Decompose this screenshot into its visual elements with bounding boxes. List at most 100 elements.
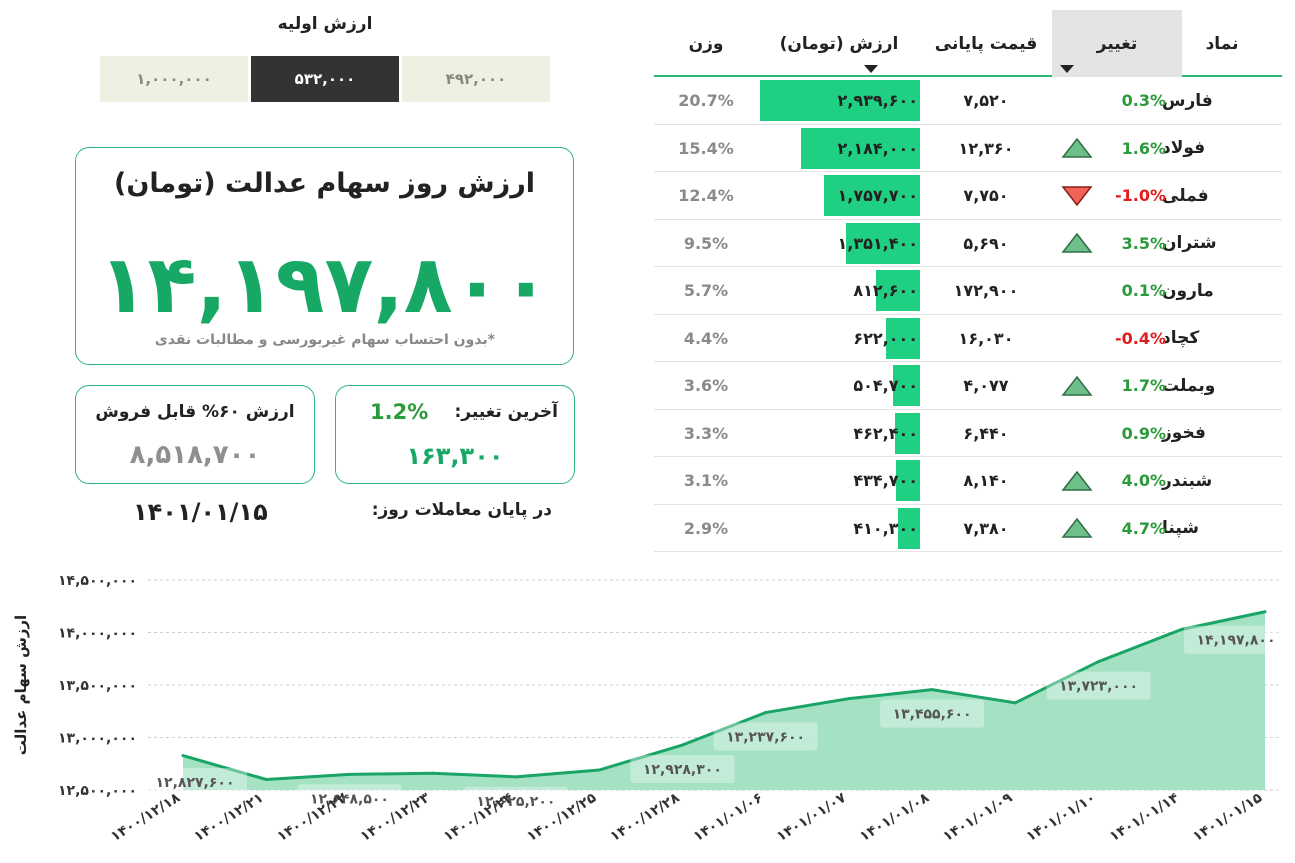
cell-price: ۷,۷۵۰ [963,186,1009,205]
cell-value-text: ۵۰۴,۷۰۰ [853,376,918,395]
cell-value: ۱,۷۵۷,۷۰۰ [758,172,920,219]
current-value-title: ارزش روز سهام عدالت (تومان) [113,168,536,199]
cell-value-text: ۸۱۲,۶۰۰ [853,281,918,300]
table-body: فارس 0.3% ۷,۵۲۰ ۲,۹۳۹,۶۰۰ 20.7% فولاد 1.6% ۱۲,۳… [654,77,1282,552]
header-symbol[interactable]: نماد [1205,33,1239,54]
data-point [847,697,851,701]
value-bar [893,365,920,406]
cell-change: -1.0% [1114,186,1166,205]
header-price[interactable]: قیمت پایانی [934,33,1038,54]
data-label: ۱۳,۴۵۵,۶۰۰ [893,707,972,723]
value-bar [801,127,920,169]
area-fill [183,611,1265,790]
cell-symbol: وبملت [1162,375,1216,396]
cell-weight: 2.9% [683,518,729,538]
cell-value: ۴۶۲,۴۰۰ [758,410,920,457]
y-tick-label: ۱۳,۵۰۰,۰۰۰ [58,678,137,694]
initial-value-title: ارزش اولیه [277,14,373,34]
cell-value: ۲,۱۸۴,۰۰۰ [758,125,920,172]
table-row[interactable]: مارون 0.1% ۱۷۲,۹۰۰ ۸۱۲,۶۰۰ 5.7% [654,267,1282,315]
x-tick-label: ۱۴۰۰/۱۲/۲۸ [607,790,683,845]
cell-weight: 15.4% [678,138,734,158]
table-row[interactable]: فملی -1.0% ۷,۷۵۰ ۱,۷۵۷,۷۰۰ 12.4% [654,172,1282,220]
header-value[interactable]: ارزش (تومان) [758,10,920,77]
cell-value: ۴۳۴,۷۰۰ [758,457,920,504]
cell-value: ۵۰۴,۷۰۰ [758,362,920,409]
initial-option-532000[interactable]: ۵۳۲,۰۰۰ [251,56,399,102]
header-value-label: ارزش (تومان) [779,33,899,54]
cell-price: ۱۲,۳۶۰ [958,138,1014,158]
x-tick-label: ۱۴۰۱/۰۱/۰۸ [857,790,933,845]
value-history-chart: ۱۲,۵۰۰,۰۰۰ ۱۳,۰۰۰,۰۰۰ ۱۳,۵۰۰,۰۰۰ ۱۴,۰۰۰,۰۰۰… [12,573,1288,845]
table-row[interactable]: فولاد 1.6% ۱۲,۳۶۰ ۲,۱۸۴,۰۰۰ 15.4% [654,125,1282,172]
y-tick-label: ۱۲,۵۰۰,۰۰۰ [58,783,137,799]
header-change[interactable]: تغییر [1052,10,1182,77]
cell-price: ۱۷۲,۹۰۰ [953,281,1019,300]
cell-change: 4.0% [1121,471,1166,490]
cell-value-text: ۴۶۲,۴۰۰ [853,423,918,443]
data-point [930,688,934,692]
table-row[interactable]: شبندر 4.0% ۸,۱۴۰ ۴۳۴,۷۰۰ 3.1% [654,457,1282,505]
table-row[interactable]: فارس 0.3% ۷,۵۲۰ ۲,۹۳۹,۶۰۰ 20.7% [654,77,1282,125]
header-weight[interactable]: وزن [688,33,724,54]
cell-change: 0.1% [1121,281,1166,300]
cell-symbol: فولاد [1162,138,1206,158]
cell-value-text: ۴۳۴,۷۰۰ [853,471,918,490]
trading-date: ۱۴۰۱/۰۱/۱۵ [133,498,268,526]
data-point [1097,660,1101,664]
last-change-value: ۱۶۳,۳۰۰ [406,442,504,470]
up-triangle-icon [1059,457,1095,504]
data-point [431,771,435,775]
x-tick-label: ۱۴۰۱/۰۱/۱۵ [1190,790,1266,845]
x-tick-label: ۱۴۰۱/۰۱/۰۶ [691,790,766,845]
last-change-percent: 1.2% [370,400,429,424]
sellable-value-number: ۸,۵۱۸,۷۰۰ [129,440,261,470]
data-label-bg [1046,671,1151,700]
table-row[interactable]: شتران 3.5% ۵,۶۹۰ ۱,۳۵۱,۴۰۰ 9.5% [654,220,1282,267]
cell-price: ۵,۶۹۰ [963,233,1009,253]
cell-value: ۴۱۰,۳۰۰ [758,505,920,552]
cell-weight: 5.7% [683,281,729,300]
down-triangle-icon [1059,172,1095,219]
header-change-label: تغییر [1096,33,1138,54]
x-tick-label: ۱۴۰۱/۰۱/۱۰ [1024,790,1099,845]
table-row[interactable]: کچاد -0.4% ۱۶,۰۳۰ ۶۲۲,۰۰۰ 4.4% [654,315,1282,362]
data-label: ۱۳,۲۳۷,۶۰۰ [726,730,805,746]
data-label: ۱۲,۶۴۸,۵۰۰ [310,791,389,807]
data-label: ۱۲,۹۲۸,۳۰۰ [643,762,722,778]
stocks-table: نماد تغییر قیمت پایانی ارزش (تومان) وزن … [654,10,1282,552]
cell-change: 0.9% [1121,423,1166,443]
up-triangle-icon [1059,220,1095,267]
y-tick-label: ۱۳,۰۰۰,۰۰۰ [58,731,137,747]
up-triangle-icon [1059,125,1095,172]
cell-price: ۴,۰۷۷ [963,376,1009,395]
data-point [1180,627,1184,631]
data-point [264,778,268,781]
data-point [597,768,601,772]
cell-change: 1.7% [1121,376,1166,395]
table-row[interactable]: وبملت 1.7% ۴,۰۷۷ ۵۰۴,۷۰۰ 3.6% [654,362,1282,410]
cell-value-text: ۴۱۰,۳۰۰ [853,518,918,538]
cell-symbol: مارون [1162,280,1214,301]
table-row[interactable]: فخوز 0.9% ۶,۴۴۰ ۴۶۲,۴۰۰ 3.3% [654,410,1282,457]
data-label-bg [630,755,735,784]
data-point [1013,701,1017,705]
cell-symbol: فخوز [1162,423,1206,443]
data-point [181,754,185,758]
cell-value: ۶۲۲,۰۰۰ [758,315,920,362]
data-label-bg [143,768,247,796]
cell-value: ۱,۳۵۱,۴۰۰ [758,220,920,267]
initial-option-492000[interactable]: ۴۹۲,۰۰۰ [402,56,550,102]
cell-symbol: شپنا [1162,518,1199,538]
data-point [1263,610,1267,614]
table-row[interactable]: شپنا 4.7% ۷,۳۸۰ ۴۱۰,۳۰۰ 2.9% [654,505,1282,552]
last-change-card: آخرین تغییر: 1.2% ۱۶۳,۳۰۰ [335,385,575,484]
cell-change: -0.4% [1114,328,1166,348]
cell-symbol: کچاد [1162,328,1200,348]
table-header: نماد تغییر قیمت پایانی ارزش (تومان) وزن [654,10,1282,77]
y-axis-title: ارزش سهام عدالت [12,615,30,755]
sellable-value-label: ارزش ۶۰% قابل فروش [95,402,295,422]
initial-option-1000000[interactable]: ۱,۰۰۰,۰۰۰ [100,56,248,102]
cell-value: ۸۱۲,۶۰۰ [758,267,920,314]
cell-symbol: شبندر [1162,470,1213,491]
